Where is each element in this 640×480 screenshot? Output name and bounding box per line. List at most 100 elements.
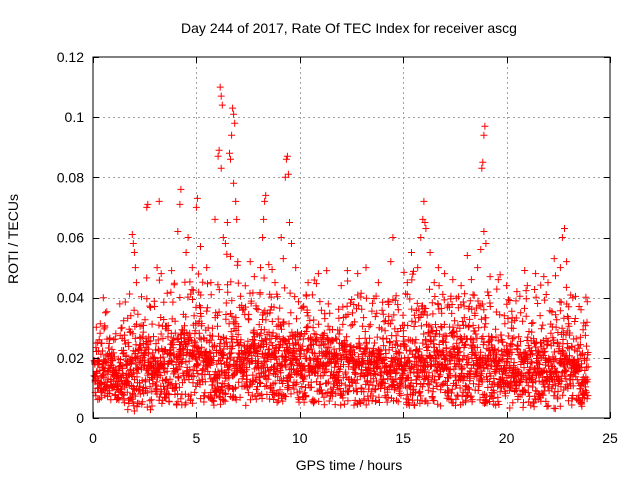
data-point <box>400 327 407 335</box>
data-point <box>186 334 194 342</box>
data-point <box>342 368 350 376</box>
data-point <box>229 333 237 341</box>
data-point <box>579 326 587 334</box>
data-point <box>569 382 577 390</box>
data-point <box>426 249 434 256</box>
data-point <box>298 383 306 391</box>
data-point <box>259 309 267 317</box>
data-point <box>542 397 550 405</box>
data-point <box>305 371 313 379</box>
data-point <box>482 320 490 328</box>
data-point <box>448 389 455 397</box>
data-point <box>411 339 419 347</box>
data-point <box>526 363 534 371</box>
data-point <box>579 349 586 357</box>
data-point <box>463 252 471 259</box>
data-point <box>522 295 530 303</box>
data-point <box>192 382 200 390</box>
data-point <box>155 276 163 284</box>
data-point <box>369 392 377 400</box>
data-point <box>144 341 152 349</box>
data-point <box>581 331 589 339</box>
data-point <box>282 155 290 163</box>
data-point <box>374 279 382 287</box>
data-point <box>144 200 152 208</box>
data-point <box>536 360 544 368</box>
data-point <box>456 384 464 392</box>
data-point <box>237 336 245 344</box>
data-point <box>274 373 282 381</box>
data-point <box>420 197 428 205</box>
data-point <box>530 403 538 411</box>
data-point <box>471 327 479 335</box>
data-point <box>157 330 165 338</box>
data-point <box>557 355 565 362</box>
data-point <box>295 341 303 349</box>
data-point <box>550 336 558 344</box>
data-point <box>265 371 273 379</box>
data-point <box>395 348 403 356</box>
data-point <box>176 331 184 339</box>
data-point <box>130 369 138 377</box>
data-point <box>193 360 201 368</box>
data-point <box>512 314 520 322</box>
data-point <box>229 104 237 112</box>
data-point <box>192 203 200 211</box>
data-point <box>382 354 390 361</box>
data-point <box>220 396 228 404</box>
data-point <box>175 383 183 391</box>
data-point <box>242 401 250 409</box>
data-point <box>396 349 404 357</box>
data-point <box>100 325 108 333</box>
data-point <box>271 366 279 373</box>
data-point <box>394 398 402 406</box>
data-point <box>511 388 519 396</box>
data-point <box>293 379 301 387</box>
data-point <box>279 375 287 383</box>
data-point <box>466 315 474 323</box>
data-point <box>246 258 254 266</box>
data-point <box>164 322 172 329</box>
data-point <box>207 336 215 344</box>
data-point <box>270 396 278 403</box>
data-point <box>214 322 221 330</box>
data-point <box>403 290 411 298</box>
data-point <box>362 401 370 409</box>
data-point <box>535 349 543 357</box>
data-point <box>401 363 409 370</box>
data-point <box>242 303 249 311</box>
data-point <box>412 336 420 344</box>
data-point <box>337 379 345 387</box>
data-point <box>548 308 556 316</box>
data-point <box>253 348 261 355</box>
data-point <box>271 379 279 387</box>
data-points <box>90 83 592 415</box>
data-point <box>307 383 315 391</box>
data-point <box>287 309 295 317</box>
data-point <box>263 340 270 348</box>
data-point <box>110 336 118 344</box>
data-point <box>141 316 149 324</box>
data-point <box>197 304 204 312</box>
data-point <box>524 333 532 341</box>
data-point <box>418 351 426 359</box>
data-point <box>150 333 157 341</box>
data-point <box>575 344 583 352</box>
data-point <box>93 367 101 375</box>
data-point <box>559 348 567 356</box>
data-point <box>296 331 304 339</box>
data-point <box>550 356 558 364</box>
y-tick-label: 0 <box>76 410 84 426</box>
data-point <box>438 348 446 356</box>
data-point <box>253 364 261 372</box>
data-point <box>157 270 165 278</box>
data-point <box>311 350 319 358</box>
data-point <box>294 394 302 402</box>
data-point <box>304 279 312 287</box>
data-point <box>310 276 318 284</box>
data-point <box>424 343 432 351</box>
data-point <box>315 320 323 328</box>
data-point <box>446 357 454 365</box>
data-point <box>96 329 104 337</box>
data-point <box>213 360 221 368</box>
